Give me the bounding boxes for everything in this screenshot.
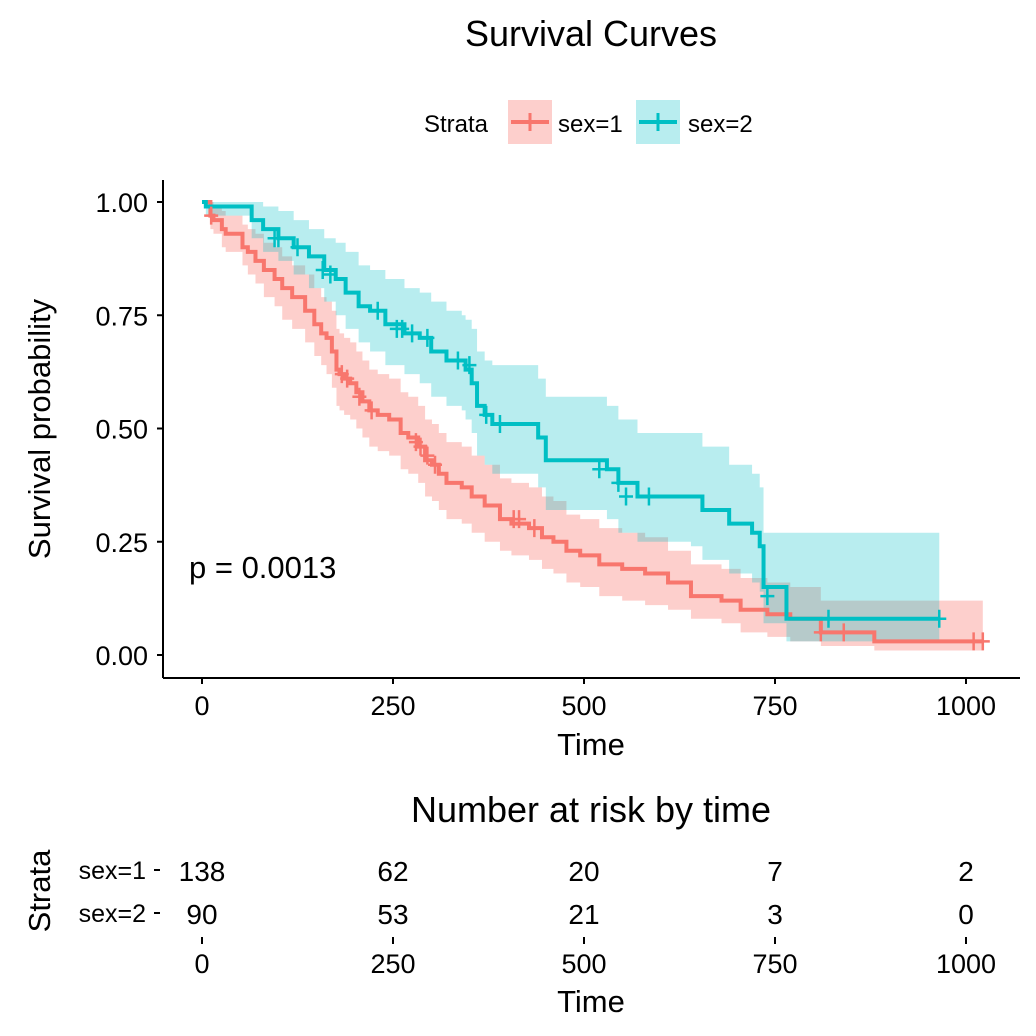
x-axis-label: Time: [557, 727, 625, 762]
x-tick-label: 500: [561, 691, 606, 721]
y-tick-label: 0.25: [95, 528, 148, 558]
censor-mark-sex1: [340, 369, 355, 388]
censor-mark-sex1: [512, 510, 527, 529]
censor-mark-sex1: [420, 446, 435, 465]
censor-mark-sex2: [315, 260, 330, 279]
risk-row-label-sex1: sex=1: [79, 857, 146, 885]
p-value-annotation: p = 0.0013: [189, 550, 336, 585]
censor-mark-sex2: [405, 324, 420, 343]
censor-mark-sex1: [527, 519, 542, 538]
censor-mark-sex2: [271, 229, 286, 248]
risk-x-tick-label: 250: [370, 949, 415, 979]
x-tick-label: 250: [370, 691, 415, 721]
risk-count-sex1: 138: [179, 856, 226, 887]
ci-ribbon-sex1: [202, 202, 983, 651]
risk-count-sex1: 62: [377, 856, 408, 887]
risk-table-rows: sex=1 138 62 20 7 2 sex=2 90 53 21 3 0: [79, 856, 974, 930]
risk-row-label-sex2: sex=2: [79, 900, 146, 928]
censor-mark-sex2: [760, 587, 775, 606]
censor-mark-sex1: [204, 206, 219, 225]
risk-x-tick-label: 500: [561, 949, 606, 979]
censor-mark-sex1: [352, 387, 367, 406]
censor-mark-sex1: [413, 437, 428, 456]
risk-table-x-label: Time: [557, 984, 625, 1019]
censor-mark-sex1: [428, 455, 443, 474]
censor-mark-sex2: [395, 319, 410, 338]
censor-mark-sex2: [611, 473, 626, 492]
x-tick-label: 0: [194, 691, 209, 721]
legend-label-sex2: sex=2: [688, 111, 753, 138]
censor-mark-sex1: [364, 401, 379, 420]
y-tick-label: 0.50: [95, 415, 148, 445]
risk-x-tick-label: 750: [752, 949, 797, 979]
risk-x-tick-label: 1000: [936, 949, 996, 979]
risk-x-tick-label: 0: [194, 949, 209, 979]
censor-mark-sex1: [975, 632, 990, 651]
y-axis-label: Survival probability: [22, 298, 57, 559]
censor-marks: [204, 206, 990, 651]
legend-title: Strata: [424, 111, 489, 138]
risk-count-sex1: 20: [568, 856, 599, 887]
risk-count-sex2: 21: [568, 899, 599, 930]
y-tick-label: 1.00: [95, 188, 148, 218]
survival-curve-sex1: [202, 200, 983, 644]
censor-mark-sex2: [479, 405, 494, 424]
y-tick-label: 0.00: [95, 641, 148, 671]
risk-table-x-ticks: 0 250 500 750 1000: [194, 937, 996, 979]
censor-mark-sex2: [492, 414, 507, 433]
censor-mark-sex2: [420, 328, 435, 347]
censor-mark-sex2: [290, 238, 305, 257]
censor-mark-sex2: [932, 609, 947, 628]
y-tick-label: 0.75: [95, 301, 148, 331]
censor-mark-sex2: [323, 265, 338, 284]
censor-mark-sex2: [821, 609, 836, 628]
censor-mark-sex2: [592, 460, 607, 479]
risk-table-y-label: Strata: [22, 849, 57, 932]
x-axis-ticks: 0 250 500 750 1000: [194, 678, 996, 721]
risk-count-sex2: 0: [958, 899, 974, 930]
censor-mark-sex2: [450, 351, 465, 370]
risk-count-sex2: 3: [767, 899, 783, 930]
risk-count-sex2: 53: [377, 899, 408, 930]
legend-label-sex1: sex=1: [558, 111, 623, 138]
risk-count-sex1: 7: [767, 856, 783, 887]
censor-mark-sex2: [619, 487, 634, 506]
risk-table-title: Number at risk by time: [411, 789, 771, 830]
censor-mark-sex1: [813, 623, 828, 642]
x-tick-label: 1000: [936, 691, 996, 721]
legend: Strata sex=1 sex=2: [424, 100, 753, 144]
censor-mark-sex2: [641, 487, 656, 506]
censor-mark-sex2: [462, 356, 477, 375]
censor-mark-sex1: [836, 623, 851, 642]
y-axis-ticks: 0.00 0.25 0.50 0.75 1.00: [95, 188, 163, 671]
risk-count-sex1: 2: [958, 856, 974, 887]
x-tick-label: 750: [752, 691, 797, 721]
chart-title: Survival Curves: [465, 13, 717, 54]
risk-count-sex2: 90: [186, 899, 217, 930]
censor-mark-sex2: [370, 301, 385, 320]
